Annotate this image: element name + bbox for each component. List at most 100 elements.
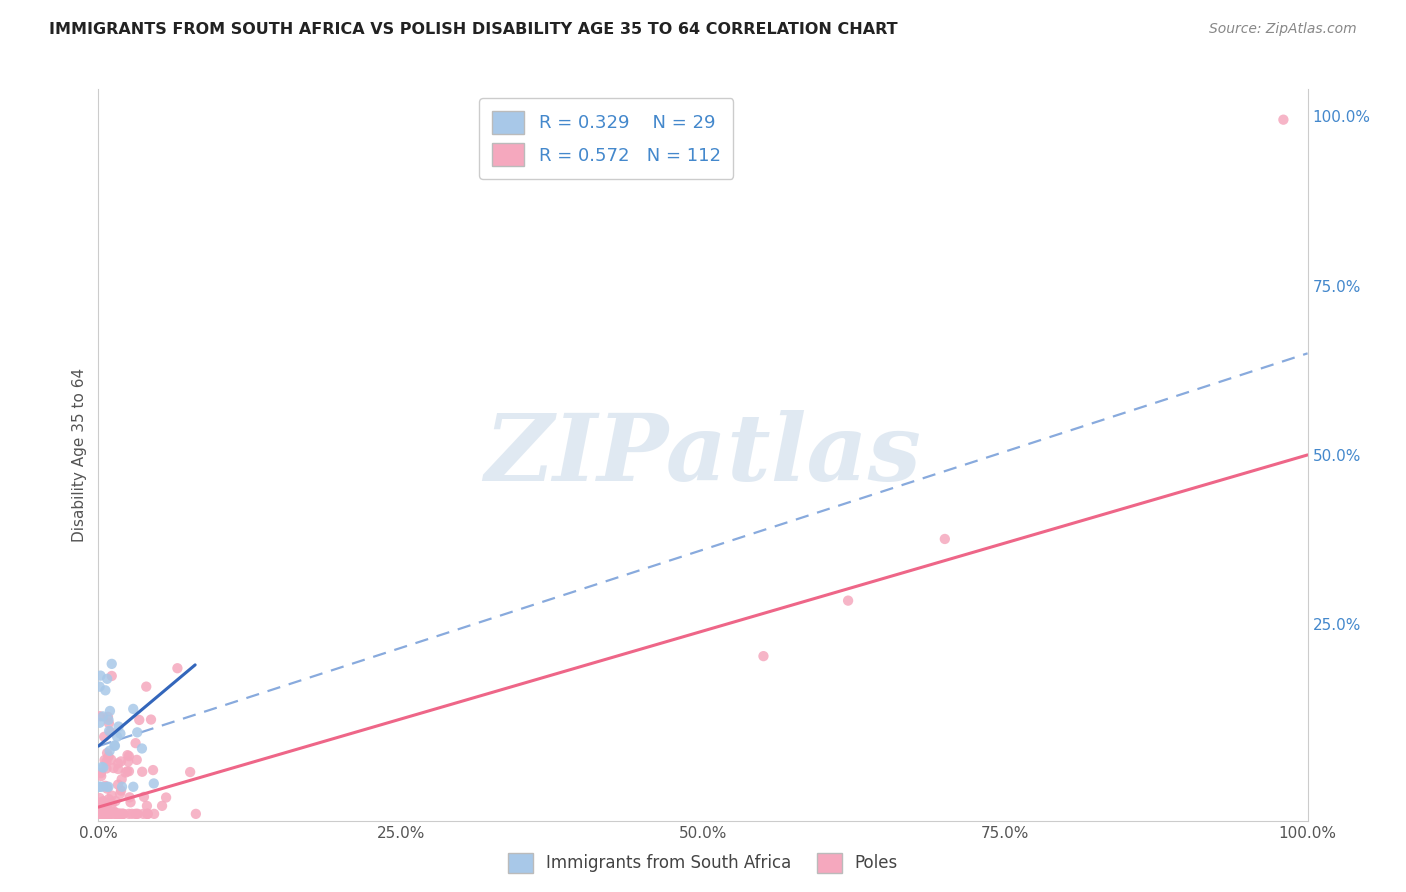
Point bbox=[107, 778, 129, 792]
Point bbox=[114, 765, 136, 780]
Point bbox=[122, 702, 145, 716]
Point bbox=[105, 806, 128, 821]
Point bbox=[179, 765, 201, 780]
Point bbox=[90, 803, 112, 817]
Point bbox=[98, 806, 121, 821]
Point bbox=[89, 797, 111, 811]
Point bbox=[91, 780, 114, 794]
Point bbox=[97, 713, 120, 727]
Point bbox=[94, 796, 117, 810]
Point bbox=[100, 806, 122, 821]
Point bbox=[98, 723, 121, 738]
Point bbox=[90, 760, 112, 774]
Point bbox=[98, 725, 121, 739]
Point bbox=[103, 739, 125, 753]
Point bbox=[125, 806, 148, 821]
Point bbox=[100, 753, 122, 767]
Point bbox=[143, 806, 166, 821]
Point bbox=[136, 806, 159, 821]
Point bbox=[139, 713, 162, 727]
Point bbox=[142, 763, 165, 777]
Point bbox=[107, 806, 129, 821]
Point bbox=[127, 806, 149, 821]
Text: IMMIGRANTS FROM SOUTH AFRICA VS POLISH DISABILITY AGE 35 TO 64 CORRELATION CHART: IMMIGRANTS FROM SOUTH AFRICA VS POLISH D… bbox=[49, 22, 898, 37]
Point bbox=[96, 755, 118, 769]
Point bbox=[108, 787, 131, 801]
Point bbox=[96, 762, 118, 776]
Point bbox=[107, 720, 129, 734]
Point bbox=[131, 741, 153, 756]
Point bbox=[91, 709, 114, 723]
Point bbox=[100, 789, 122, 803]
Point bbox=[97, 749, 120, 764]
Y-axis label: Disability Age 35 to 64: Disability Age 35 to 64 bbox=[72, 368, 87, 542]
Point bbox=[90, 806, 112, 821]
Point bbox=[184, 806, 207, 821]
Point bbox=[90, 806, 112, 821]
Point bbox=[90, 766, 112, 780]
Point bbox=[124, 806, 146, 821]
Point bbox=[97, 780, 120, 794]
Point bbox=[94, 683, 117, 698]
Point bbox=[111, 806, 134, 821]
Point bbox=[132, 806, 155, 821]
Point bbox=[97, 710, 120, 724]
Point bbox=[107, 756, 129, 771]
Point bbox=[125, 753, 148, 767]
Point bbox=[100, 806, 122, 821]
Point bbox=[89, 709, 111, 723]
Point bbox=[94, 797, 117, 811]
Point bbox=[120, 795, 142, 809]
Point bbox=[91, 806, 114, 821]
Point bbox=[155, 790, 177, 805]
Point bbox=[94, 806, 117, 821]
Point bbox=[89, 715, 111, 730]
Point bbox=[97, 716, 120, 731]
Point bbox=[97, 797, 120, 811]
Point bbox=[127, 725, 149, 739]
Point bbox=[107, 806, 129, 821]
Point bbox=[136, 806, 159, 821]
Point bbox=[89, 780, 111, 794]
Point bbox=[98, 744, 121, 758]
Point bbox=[1272, 112, 1295, 127]
Text: Source: ZipAtlas.com: Source: ZipAtlas.com bbox=[1209, 22, 1357, 37]
Point bbox=[117, 748, 139, 763]
Point bbox=[91, 806, 114, 821]
Point bbox=[115, 764, 138, 779]
Point bbox=[89, 806, 111, 821]
Point bbox=[89, 806, 111, 821]
Point bbox=[121, 806, 143, 821]
Point bbox=[96, 781, 118, 796]
Point bbox=[93, 753, 115, 767]
Point bbox=[91, 806, 114, 821]
Point bbox=[105, 806, 128, 821]
Point bbox=[103, 805, 125, 819]
Point bbox=[142, 776, 165, 790]
Point bbox=[107, 762, 129, 776]
Point bbox=[93, 761, 115, 775]
Point bbox=[118, 806, 141, 821]
Point bbox=[93, 794, 115, 808]
Point bbox=[94, 798, 117, 813]
Point bbox=[166, 661, 188, 675]
Point bbox=[97, 806, 120, 821]
Point bbox=[100, 657, 122, 671]
Point bbox=[104, 739, 127, 753]
Point bbox=[131, 764, 153, 779]
Point bbox=[94, 806, 117, 821]
Point bbox=[112, 806, 135, 821]
Point bbox=[111, 772, 134, 787]
Point bbox=[110, 806, 132, 821]
Point bbox=[97, 806, 120, 821]
Point bbox=[122, 780, 145, 794]
Point bbox=[111, 780, 134, 794]
Point bbox=[105, 806, 128, 821]
Point bbox=[96, 798, 118, 813]
Point bbox=[96, 806, 118, 821]
Point bbox=[110, 806, 132, 821]
Point bbox=[104, 794, 127, 808]
Legend: R = 0.329    N = 29, R = 0.572   N = 112: R = 0.329 N = 29, R = 0.572 N = 112 bbox=[479, 98, 734, 179]
Point bbox=[135, 680, 157, 694]
Point bbox=[90, 806, 112, 821]
